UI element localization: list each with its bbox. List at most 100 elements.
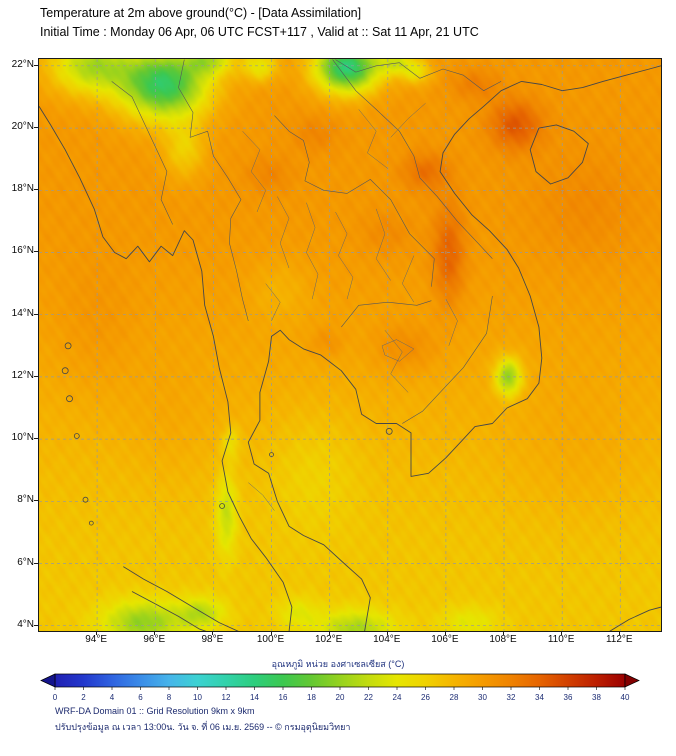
colorbar-tick-label: 36 <box>564 693 573 702</box>
colorbar-tick-label: 24 <box>393 693 402 702</box>
lon-tick-label: 102°E <box>314 634 343 645</box>
footer-update-info: ปรับปรุงข้อมูล ณ เวลา 13:00น. วัน จ. ที่… <box>55 722 351 732</box>
lon-tick-mark <box>328 631 330 635</box>
province-border <box>381 339 415 362</box>
lat-tick-label: 18°N <box>11 183 34 195</box>
colorbar-tick-label: 8 <box>167 693 172 702</box>
island-outline <box>385 427 393 435</box>
lon-tick-label: 112°E <box>605 634 633 645</box>
country-border <box>207 131 249 321</box>
lon-tick-mark <box>212 631 214 635</box>
lat-tick-label: 20°N <box>11 121 34 133</box>
lat-tick-mark <box>34 438 38 440</box>
lat-tick-label: 8°N <box>17 494 34 506</box>
colorbar-tick-label: 28 <box>450 693 459 702</box>
lon-tick-mark <box>444 631 446 635</box>
country-border <box>341 300 432 328</box>
province-border <box>402 255 415 303</box>
colorbar-left-arrow <box>40 673 56 688</box>
coastline <box>247 65 661 631</box>
lat-tick-mark <box>34 624 38 626</box>
lat-tick-label: 22°N <box>11 58 34 70</box>
colorbar-tick-label: 34 <box>535 693 544 702</box>
colorbar-tick-label: 10 <box>193 693 202 702</box>
province-border <box>335 211 354 300</box>
map-title: Temperature at 2m above ground(°C) - [Da… <box>40 6 362 20</box>
colorbar-right-arrow <box>624 673 640 688</box>
colorbar-label: อุณหภูมิ หน่วย องศาเซลเซียส (°C) <box>272 659 405 670</box>
lat-tick-mark <box>34 500 38 502</box>
lon-tick-label: 104°E <box>373 634 401 645</box>
lon-tick-mark <box>561 631 563 635</box>
colorbar-tick-label: 20 <box>336 693 345 702</box>
colorbar-gradient <box>54 673 626 688</box>
province-border <box>248 482 275 511</box>
country-border <box>111 81 173 225</box>
island-outline <box>82 496 89 503</box>
province-border <box>306 202 319 300</box>
province-border <box>445 298 458 346</box>
coastline <box>529 124 589 185</box>
lat-tick-label: 12°N <box>11 369 34 381</box>
coastline <box>131 591 207 631</box>
colorbar-tick-label: 0 <box>53 693 58 702</box>
coastline <box>39 106 293 631</box>
island-outline <box>66 395 73 403</box>
colorbar-tick-label: 2 <box>81 693 86 702</box>
colorbar-tick-label: 12 <box>222 693 231 702</box>
lon-tick-label: 110°E <box>547 634 575 645</box>
lat-tick-label: 10°N <box>11 432 34 444</box>
lon-tick-label: 108°E <box>489 634 517 645</box>
colorbar: อุณหภูมิ หน่วย องศาเซลเซียส (°C)0 2 4 6 8 10 1… <box>40 659 640 702</box>
lon-tick-label: 98°E <box>201 634 224 645</box>
header: Temperature at 2m above ground(°C) - [Da… <box>40 4 479 42</box>
footer-domain-info: WRF-DA Domain 01 :: Grid Resolution 9km … <box>55 706 255 716</box>
colorbar-tick-label: 14 <box>250 693 259 702</box>
map-subtitle: Initial Time : Monday 06 Apr, 06 UTC FCS… <box>40 25 479 39</box>
lon-tick-mark <box>154 631 156 635</box>
island-outline <box>88 520 94 526</box>
lat-tick-mark <box>34 313 38 315</box>
province-border <box>242 131 266 213</box>
coastline <box>123 566 239 631</box>
map-plot <box>38 58 662 632</box>
island-outline <box>64 342 72 350</box>
colorbar-tick-label: 22 <box>364 693 373 702</box>
province-border <box>358 109 388 169</box>
island-outline <box>219 503 226 509</box>
province-border <box>390 103 426 138</box>
lon-tick-mark <box>96 631 98 635</box>
lat-tick-mark <box>34 189 38 191</box>
province-border <box>277 196 290 269</box>
temperature-field-canvas <box>39 59 661 631</box>
lat-tick-mark <box>34 127 38 129</box>
lon-tick-mark <box>270 631 272 635</box>
colorbar-tick-label: 16 <box>279 693 288 702</box>
lat-tick-label: 16°N <box>11 245 34 257</box>
colorbar-tick-label: 4 <box>110 693 115 702</box>
lon-tick-label: 100°E <box>256 634 285 645</box>
country-border <box>402 295 493 424</box>
footer: WRF-DA Domain 01 :: Grid Resolution 9km … <box>55 703 350 735</box>
colorbar-tick-label: 6 <box>138 693 143 702</box>
country-border <box>178 59 208 138</box>
lon-tick-mark <box>503 631 505 635</box>
lat-tick-label: 6°N <box>17 556 34 568</box>
colorbar-tick-label: 18 <box>307 693 316 702</box>
lat-tick-mark <box>34 251 38 253</box>
lon-tick-label: 96°E <box>143 634 166 645</box>
lat-tick-mark <box>34 64 38 66</box>
island-outline <box>269 452 274 458</box>
map-overlay-svg <box>39 59 661 631</box>
lon-tick-mark <box>619 631 621 635</box>
province-border <box>265 283 281 322</box>
colorbar-tick-label: 38 <box>592 693 601 702</box>
lat-tick-label: 14°N <box>11 307 34 319</box>
lon-tick-label: 94°E <box>85 634 108 645</box>
country-border <box>332 59 493 259</box>
island-outline <box>73 433 80 439</box>
colorbar-tick-label: 32 <box>507 693 516 702</box>
lat-tick-mark <box>34 562 38 564</box>
colorbar-tick-label: 26 <box>421 693 430 702</box>
